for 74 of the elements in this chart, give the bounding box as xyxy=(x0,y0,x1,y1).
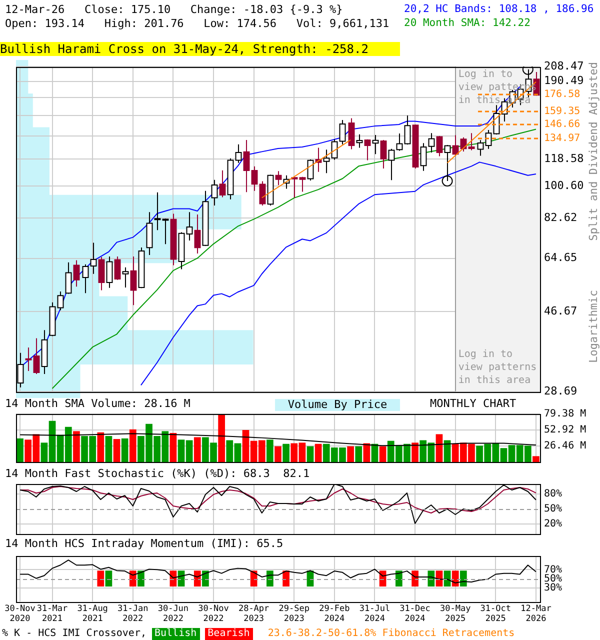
y-tick-label: 64.65 xyxy=(544,251,578,264)
x-tick-label: 30-Jun 2022 xyxy=(158,604,189,624)
y-tick-label: 28.69 xyxy=(544,384,578,398)
chart-title: 14 Month HCS Intraday Momentum (IMI): 65.5 xyxy=(5,537,284,550)
chart-title: 14 Month SMA Volume: 28.16 M xyxy=(5,397,190,410)
bar xyxy=(170,432,177,462)
bar xyxy=(105,436,112,462)
y-tick-label: 50% xyxy=(544,573,562,584)
text: Logarithmic xyxy=(587,290,600,363)
text: Volume By Price xyxy=(275,398,400,411)
x-tick-label: 31-Jul 2024 xyxy=(359,604,390,624)
bar xyxy=(379,446,386,462)
text: 20 Month SMA: 142.22 xyxy=(404,17,530,30)
y-tick-label: 118.58 xyxy=(544,152,584,165)
x-tick-label: 12-Mar 2026 xyxy=(520,604,552,624)
y-tick-label: 50% xyxy=(544,504,562,515)
text: Bearish xyxy=(204,628,253,640)
bar xyxy=(73,431,80,462)
bar xyxy=(412,442,418,462)
bar xyxy=(444,440,451,462)
x-tick-label: 29-Sep 2023 xyxy=(278,604,310,624)
text: MONTHLY CHART xyxy=(430,397,516,410)
y-tick-label: 52.92 M xyxy=(544,424,586,436)
y-tick-label: 80% xyxy=(544,488,562,500)
text: Bullish xyxy=(152,628,200,640)
bar xyxy=(113,439,120,462)
text: Bullish Harami Cross on 31-May-24, Strength: -258.2 xyxy=(0,42,400,56)
bar xyxy=(347,446,354,462)
chart-title: 14 Month Fast Stochastic (%K) (%D): 68.3 82.1 xyxy=(5,467,310,480)
bar xyxy=(274,446,282,462)
y-tick-label: 100.60 xyxy=(544,178,584,192)
bar xyxy=(306,446,314,462)
ref-line-label: 176.58 xyxy=(544,89,580,100)
x-tick-label: 28-Apr 2023 xyxy=(238,604,270,624)
x-tick-label: 31-Aug 2021 xyxy=(77,604,108,624)
bar xyxy=(532,456,540,462)
y-tick-label: 20% xyxy=(544,518,562,530)
annotation: Log in to view patterns in this area xyxy=(458,348,537,386)
legend-title: % K - HCS IMI Crossover, xyxy=(2,628,146,640)
y-tick-label: 30% xyxy=(544,582,562,594)
bar xyxy=(16,438,24,462)
y-axis-title: Split and Dividend Adjusted xyxy=(587,62,600,241)
bar xyxy=(218,414,225,462)
bar xyxy=(314,444,322,462)
x-tick-label: 29-Feb 2024 xyxy=(319,604,350,624)
chart-subtitle: Open: 193.14 High: 201.76 Low: 174.56 Vol: 9,661,131 xyxy=(5,17,390,30)
text: 20,2 HC Bands: 108.18 , 186.96 xyxy=(404,3,594,16)
ref-line-label: 134.97 xyxy=(544,133,580,144)
x-tick-label: 30-Nov 2022 xyxy=(198,604,229,624)
x-tick-label: 31-Dec 2024 xyxy=(400,604,430,624)
ref-line-label: 159.35 xyxy=(544,106,580,118)
bar xyxy=(355,446,362,462)
x-tick-label: 31-Mar 2021 xyxy=(36,604,68,624)
chart-title: 12-Mar-26 Close: 175.10 Change: -18.03 {-9.3 %} xyxy=(5,3,343,16)
bar xyxy=(436,434,443,462)
y-tick-label: 70% xyxy=(544,564,562,576)
bar xyxy=(97,432,104,462)
bar xyxy=(266,440,274,462)
x-tick-label: 30-Nov 2020 xyxy=(4,604,36,624)
y-tick-label: 79.38 M xyxy=(544,408,586,420)
bar xyxy=(129,429,136,462)
x-tick-label: 31-Oct 2025 xyxy=(480,604,512,624)
text: 23.6-38.2-50-61.8% Fibonacci Retracements xyxy=(268,628,515,640)
y-tick-label: 82.62 xyxy=(544,211,578,224)
y-tick-label: 26.46 M xyxy=(544,440,586,452)
x-tick-label: 31-Jan 2022 xyxy=(118,604,148,624)
y-tick-label: 46.67 xyxy=(544,304,578,318)
y-tick-label: 208.47 xyxy=(544,59,584,72)
x-tick-label: 30-May 2025 xyxy=(440,604,471,624)
bar xyxy=(194,437,201,462)
bar xyxy=(282,444,290,462)
y-tick-label: 190.49 xyxy=(544,74,584,88)
ref-line-label: 146.66 xyxy=(544,119,580,130)
bar xyxy=(121,438,128,462)
